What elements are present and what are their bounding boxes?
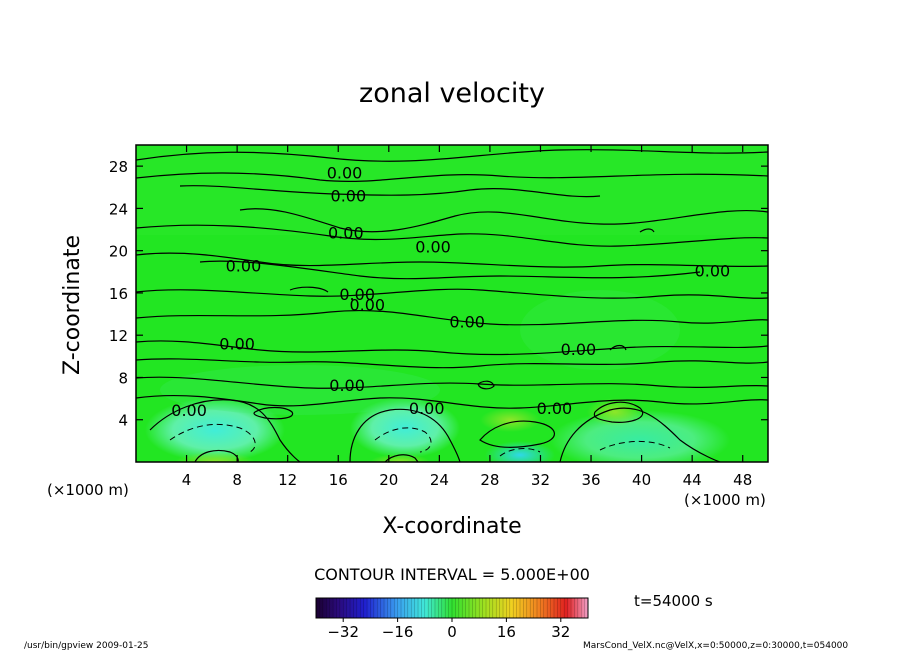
contour-label: 0.00 [327, 163, 363, 182]
contour-labels: 0.000.000.000.000.00 0.000.000.000.000.00… [171, 163, 730, 420]
x-tick-label: 24 [430, 471, 449, 489]
x-tick-label: 32 [531, 471, 550, 489]
colorbar-tick-label: 0 [447, 623, 457, 641]
y-tick-label: 24 [109, 200, 128, 218]
y-tick-label: 12 [109, 327, 128, 345]
colorbar-ticks: −32 −16 0 16 32 [327, 618, 570, 641]
contour-label: 0.00 [409, 399, 445, 418]
x-axis-label: X-coordinate [382, 514, 522, 539]
colorbar-stripes [319, 598, 585, 618]
y-tick-label: 8 [118, 369, 128, 387]
y-tick-label: 20 [109, 243, 128, 261]
contour-label: 0.00 [561, 340, 597, 359]
contour-label: 0.00 [339, 285, 375, 304]
x-tick-label: 20 [379, 471, 398, 489]
y-tick-label: 4 [118, 412, 128, 430]
x-tick-label: 44 [683, 471, 702, 489]
x-unit-label: (×1000 m) [684, 491, 766, 509]
x-tick-label: 36 [581, 471, 600, 489]
colorbar-tick-label: −16 [382, 623, 414, 641]
footer-left: /usr/bin/gpview 2009-01-25 [24, 641, 149, 651]
contour-label: 0.00 [331, 187, 367, 206]
x-tick-label: 8 [232, 471, 242, 489]
contour-field [136, 145, 768, 462]
x-tick-label: 12 [278, 471, 297, 489]
contour-label: 0.00 [328, 224, 364, 243]
contour-label: 0.00 [415, 237, 451, 256]
x-tick-label: 40 [632, 471, 651, 489]
y-unit-label: (×1000 m) [47, 481, 129, 499]
contour-label: 0.00 [219, 335, 255, 354]
time-label: t=54000 s [634, 592, 713, 610]
footer-right: MarsCond_VelX.nc@VelX,x=0:50000,z=0:3000… [583, 641, 849, 651]
colorbar-tick-label: 32 [551, 623, 570, 641]
chart-title: zonal velocity [359, 78, 545, 109]
y-tick-label: 28 [109, 158, 128, 176]
contour-lines [136, 149, 768, 462]
contour-label: 0.00 [695, 262, 731, 281]
contour-label: 0.00 [449, 312, 485, 331]
contour-label: 0.00 [349, 296, 385, 315]
x-tick-label: 16 [329, 471, 348, 489]
contour-label: 0.00 [226, 256, 262, 275]
contour-label: 0.00 [329, 376, 365, 395]
contour-label: 0.00 [537, 399, 573, 418]
y-tick-label: 16 [109, 285, 128, 303]
y-axis-label: Z-coordinate [60, 235, 85, 375]
x-axis: 4 8 12 16 20 24 28 32 36 40 44 48 [182, 145, 752, 489]
negative-contours [169, 423, 671, 457]
plot-frame [135, 144, 769, 463]
contour-interval: CONTOUR INTERVAL = 5.000E+00 [314, 565, 590, 584]
x-tick-label: 48 [733, 471, 752, 489]
colorbar-tick-label: 16 [497, 623, 516, 641]
x-tick-label: 4 [182, 471, 192, 489]
colorbar-tick-label: −32 [327, 623, 359, 641]
contour-label: 0.00 [171, 401, 207, 420]
y-axis: 4 8 12 16 20 24 28 [109, 158, 768, 430]
x-tick-label: 28 [480, 471, 499, 489]
